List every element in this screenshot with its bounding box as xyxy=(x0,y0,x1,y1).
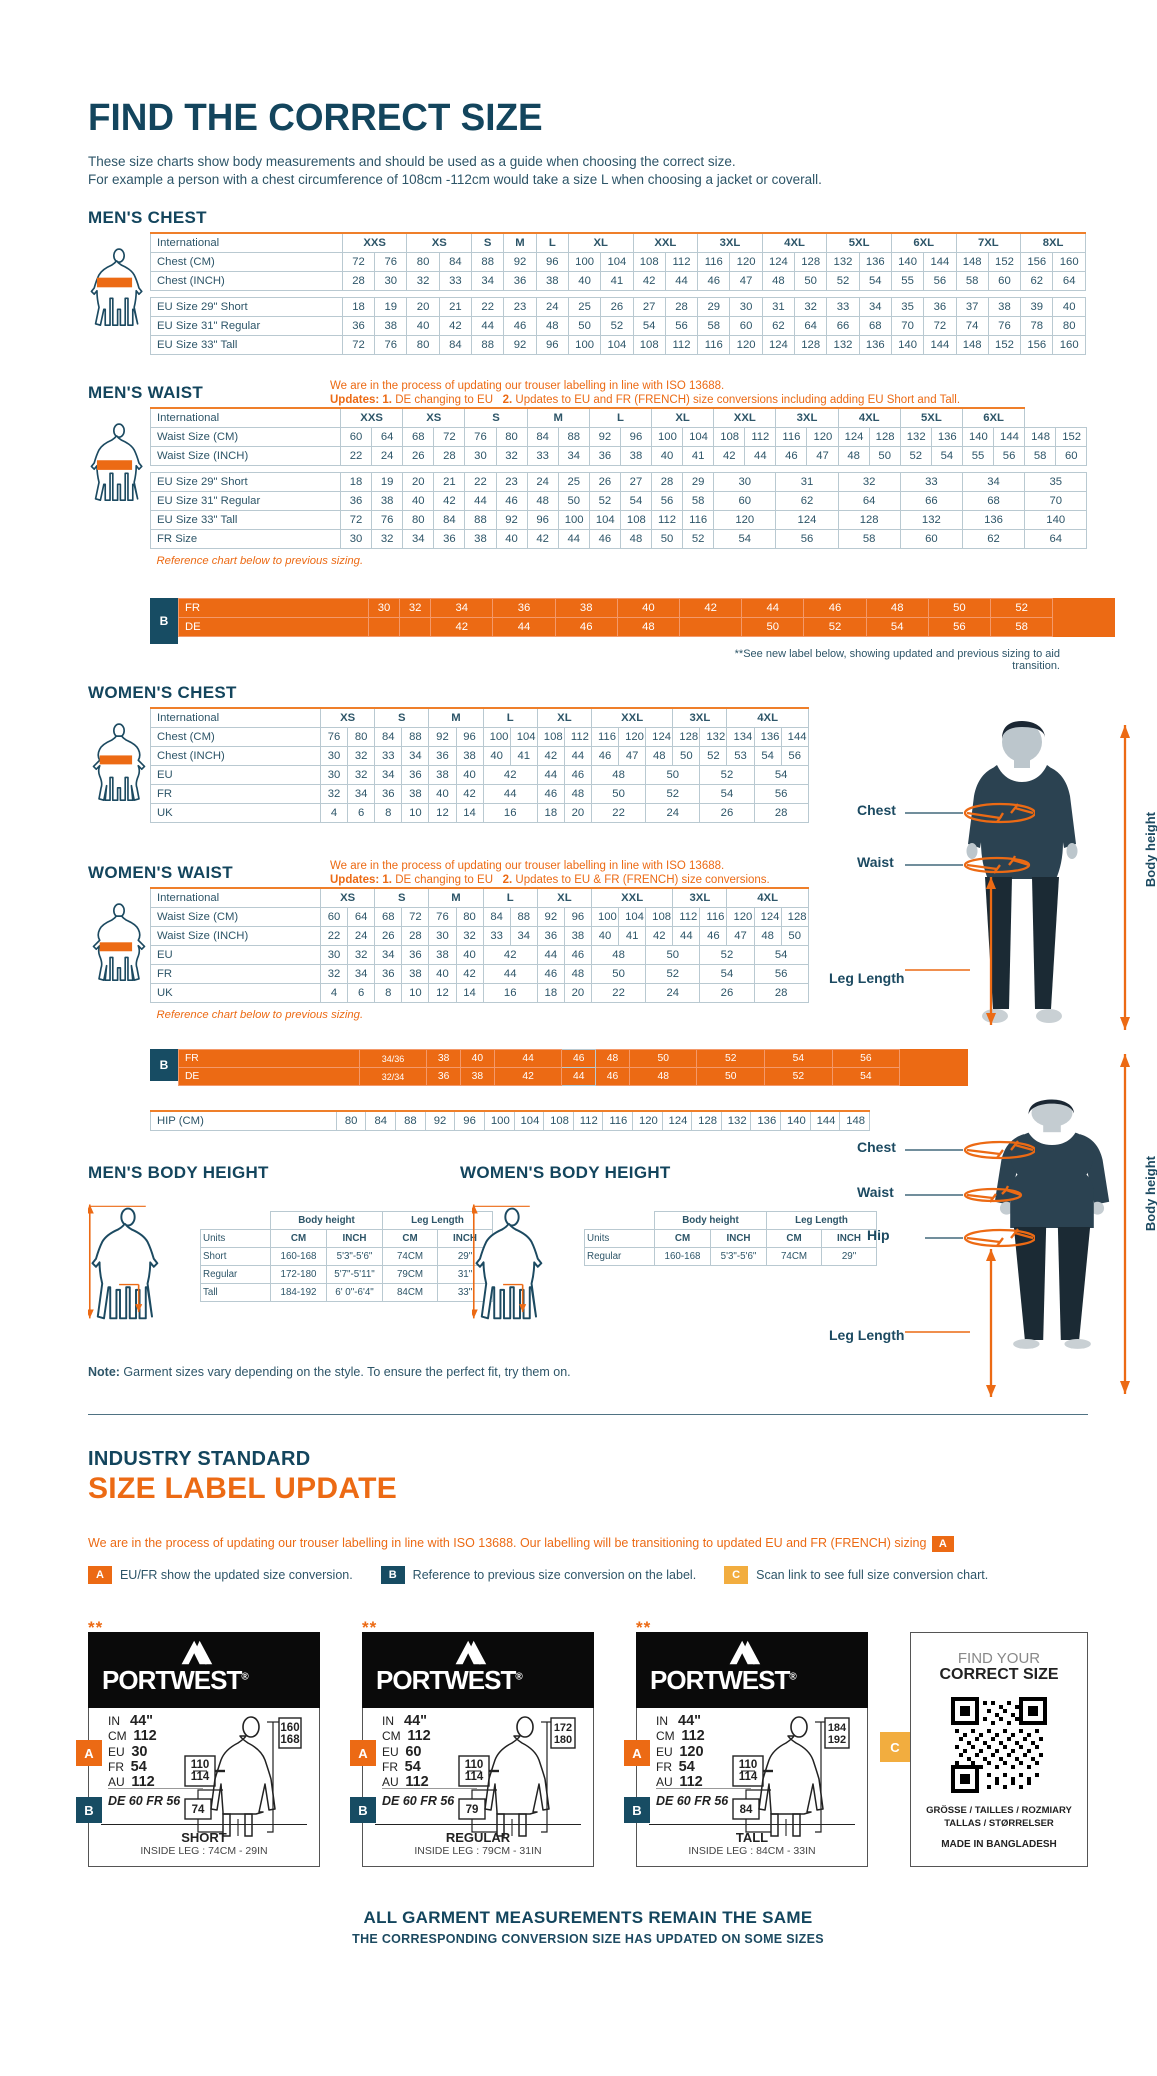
svg-text:172: 172 xyxy=(554,1722,572,1734)
svg-text:114: 114 xyxy=(191,1771,210,1783)
svg-text:192: 192 xyxy=(828,1734,846,1746)
svg-text:79: 79 xyxy=(466,1804,479,1816)
svg-text:168: 168 xyxy=(280,1734,300,1746)
svg-text:184: 184 xyxy=(828,1722,847,1734)
svg-text:84: 84 xyxy=(740,1804,753,1816)
svg-text:180: 180 xyxy=(554,1734,572,1746)
svg-text:110: 110 xyxy=(739,1759,758,1771)
svg-text:114: 114 xyxy=(739,1771,758,1783)
svg-text:160: 160 xyxy=(280,1722,299,1734)
svg-text:74: 74 xyxy=(192,1804,205,1816)
svg-text:110: 110 xyxy=(465,1759,484,1771)
svg-text:114: 114 xyxy=(465,1771,484,1783)
svg-text:110: 110 xyxy=(191,1759,210,1771)
